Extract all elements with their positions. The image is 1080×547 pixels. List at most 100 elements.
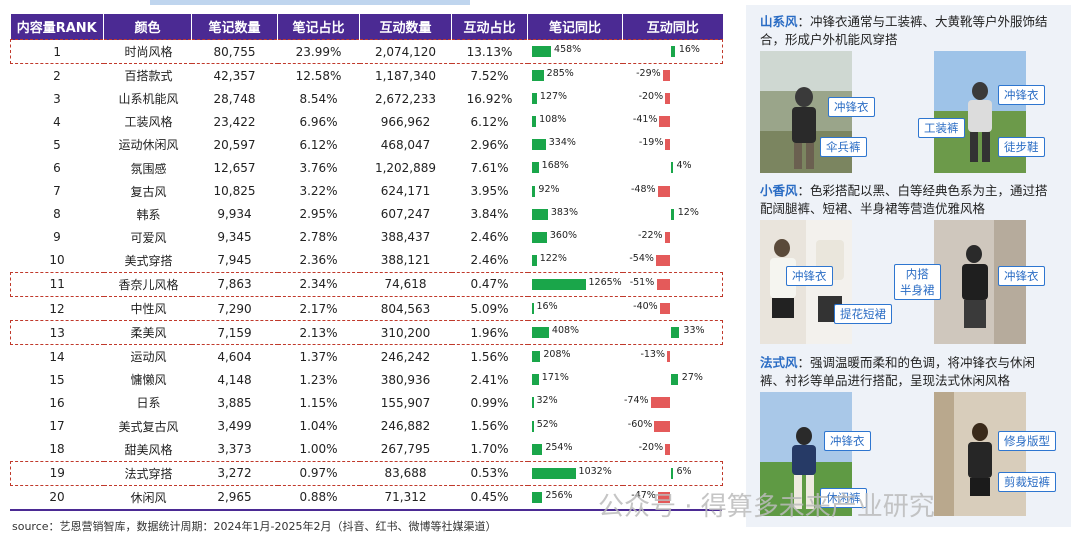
- note-yoy-label: 208%: [543, 349, 571, 361]
- style-name-cell: 山系机能风: [118, 92, 179, 107]
- watermark: 公众号 · 得算多未来产业研究: [598, 492, 935, 522]
- note-share-cell: 6.96%: [299, 114, 338, 129]
- note-yoy-bar: [531, 208, 548, 220]
- interaction-yoy-label: 27%: [681, 372, 703, 384]
- tag-slim-fit: 修身版型: [998, 431, 1056, 451]
- note-yoy-bar: [531, 93, 537, 105]
- notes-cell: 3,499: [217, 419, 252, 434]
- table-row: 11 香奈儿风格 7,863 2.34% 74,618 0.47% 1265% -51%: [10, 271, 723, 298]
- interaction-yoy-cell: 16%: [622, 38, 723, 65]
- tag-cargo-pants: 工装裤: [918, 118, 965, 138]
- tag-jacket: 冲锋衣: [786, 266, 833, 286]
- rank-cell: 15: [49, 372, 65, 387]
- section-keyword: 山系风: [760, 14, 798, 29]
- style-name-cell: 工装风格: [124, 115, 173, 130]
- interaction-yoy-bar: [670, 467, 673, 479]
- note-yoy-bar: [531, 351, 541, 363]
- note-share-cell: 2.13%: [277, 320, 360, 346]
- interaction-yoy-bar: [650, 397, 671, 409]
- rank-cell: 12: [49, 301, 65, 316]
- interaction-yoy-bar: [659, 303, 671, 315]
- table-row: 19 法式穿搭 3,272 0.97% 83,688 0.53% 1032% 6%: [10, 460, 723, 486]
- notes-cell: 28,748: [213, 91, 256, 106]
- interaction-yoy-cell: -47%: [623, 485, 723, 509]
- note-share-cell: 8.54%: [299, 91, 338, 106]
- interaction-yoy-label: -41%: [632, 114, 658, 126]
- interaction-yoy-bar: [655, 254, 671, 266]
- notes-cell: 23,422: [213, 114, 256, 129]
- note-yoy-bar: [531, 116, 537, 128]
- interactions-cell: 380,936: [380, 372, 431, 387]
- interaction-yoy-bar: [657, 185, 671, 197]
- style-name-cell: 复古风: [130, 184, 167, 199]
- interaction-share-cell: 1.56%: [470, 349, 509, 364]
- header-note-share: 笔记占比: [277, 14, 360, 40]
- rank-cell: 9: [53, 230, 61, 245]
- interaction-yoy-label: -13%: [640, 349, 665, 361]
- interaction-yoy-label: -20%: [638, 441, 664, 453]
- rank-cell: 13: [10, 320, 104, 346]
- tag-casual-pants: 休闲裤: [820, 488, 867, 508]
- note-yoy-bar: [531, 443, 543, 455]
- note-share-cell: 2.17%: [299, 301, 338, 316]
- interaction-yoy-cell: 4%: [623, 156, 723, 179]
- note-yoy-label: 254%: [545, 441, 573, 453]
- rank-cell: 18: [49, 442, 65, 457]
- interaction-share-cell: 7.52%: [470, 68, 509, 83]
- ranking-table: 内容量RANK 颜色 笔记数量 笔记占比 互动数量 互动占比 笔记同比 互动同比…: [10, 14, 723, 511]
- section-chanel-text: 小香风：色彩搭配以黑、白等经典色系为主，通过搭配阔腿裤、短裙、半身裙等营造优雅风…: [760, 183, 1048, 216]
- notes-cell: 80,755: [191, 38, 278, 65]
- rank-cell: 17: [49, 419, 65, 434]
- interaction-yoy-cell: -29%: [623, 64, 723, 88]
- style-name-cell: 慵懒风: [130, 373, 167, 388]
- interaction-yoy-cell: 6%: [622, 460, 723, 486]
- section-keyword: 小香风: [760, 183, 798, 198]
- note-yoy-cell: 122%: [528, 249, 623, 273]
- note-yoy-label: 458%: [554, 44, 582, 55]
- note-yoy-bar: [531, 397, 534, 409]
- table-row: 3 山系机能风 28,748 8.54% 2,672,233 16.92% 127% -20%: [11, 87, 723, 110]
- note-yoy-label: 1265%: [588, 276, 622, 288]
- table-row: 1 时尚风格 80,755 23.99% 2,074,120 13.13% 458% 16%: [10, 38, 723, 65]
- interaction-share-cell: 7.61%: [470, 161, 509, 176]
- note-yoy-bar: [531, 254, 537, 266]
- note-yoy-cell: 32%: [528, 391, 623, 414]
- interaction-share-cell: 0.47%: [451, 271, 528, 298]
- note-yoy-cell: 256%: [528, 485, 623, 509]
- header-rank: 内容量RANK: [10, 14, 104, 40]
- interaction-yoy-bar: [657, 491, 671, 503]
- tag-inner-midi-skirt: 内搭 半身裙: [894, 264, 941, 300]
- note-yoy-label: 408%: [551, 325, 580, 337]
- interactions-cell: 468,047: [380, 137, 431, 152]
- interaction-yoy-cell: -60%: [623, 415, 723, 438]
- note-yoy-cell: 108%: [528, 110, 623, 133]
- interactions-cell: 966,962: [380, 114, 431, 129]
- header-interactions: 互动数量: [359, 14, 452, 40]
- interactions-cell: 388,437: [380, 230, 431, 245]
- notes-cell: 4,148: [217, 372, 252, 387]
- header-interaction-yoy: 互动同比: [622, 14, 723, 40]
- header-note-yoy: 笔记同比: [527, 14, 623, 40]
- note-share-cell: 1.00%: [299, 442, 338, 457]
- interactions-cell: 1,187,340: [374, 68, 437, 83]
- notes-cell: 2,965: [217, 490, 252, 505]
- notes-cell: 7,159: [191, 320, 278, 346]
- note-yoy-cell: 16%: [528, 297, 623, 321]
- interaction-share-cell: 13.13%: [451, 38, 528, 65]
- style-name-cell: 百搭款式: [124, 69, 173, 84]
- note-yoy-bar: [531, 139, 546, 151]
- interactions-cell: 607,247: [380, 207, 431, 222]
- tag-paratrooper-pants: 伞兵裤: [820, 137, 867, 157]
- note-yoy-label: 32%: [536, 395, 558, 407]
- interactions-cell: 74,618: [359, 271, 452, 298]
- note-yoy-bar: [531, 185, 536, 197]
- interactions-cell: 388,121: [380, 253, 431, 268]
- tag-jacket: 冲锋衣: [998, 266, 1045, 286]
- interaction-share-cell: 0.53%: [451, 460, 528, 486]
- table-row: 17 美式复古风 3,499 1.04% 246,882 1.56% 52% -60%: [11, 415, 723, 438]
- style-name-cell: 法式穿搭: [103, 460, 192, 486]
- note-yoy-bar: [531, 420, 534, 432]
- notes-cell: 3,272: [191, 460, 278, 486]
- note-share-cell: 1.23%: [299, 372, 338, 387]
- interactions-cell: 310,200: [359, 320, 452, 346]
